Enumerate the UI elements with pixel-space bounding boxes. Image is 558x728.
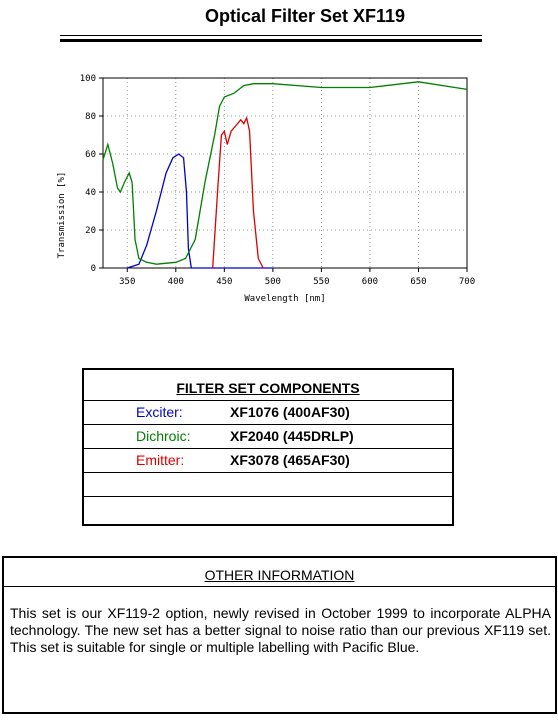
- x-tick-label: 350: [119, 277, 135, 287]
- x-tick-label: 450: [216, 277, 232, 287]
- components-title: FILTER SET COMPONENTS: [84, 370, 452, 401]
- x-axis-label: Wavelength [nm]: [244, 294, 325, 304]
- y-tick-label: 20: [85, 226, 96, 236]
- row: Emitter: XF3078 (465AF30): [84, 449, 452, 473]
- component-name: Emitter:: [136, 452, 185, 468]
- y-tick-label: 60: [85, 150, 96, 160]
- chart: Transmission [%] Wavelength [nm] 0 20 40 60…: [57, 74, 475, 304]
- series-line: [102, 81, 468, 265]
- x-tick-label: 500: [265, 277, 281, 287]
- row: Dichroic: XF2040 (445DRLP): [84, 425, 452, 449]
- y-tick-label: 40: [85, 188, 96, 198]
- info-title: OTHER INFORMATION: [4, 558, 555, 587]
- y-tick-label: 100: [80, 74, 96, 84]
- x-tick-label: 400: [168, 277, 184, 287]
- info-box: OTHER INFORMATION This set is our XF119-…: [2, 556, 557, 714]
- component-part: XF1076 (400AF30): [230, 404, 350, 420]
- x-tick-label: 700: [459, 277, 475, 287]
- components-table: FILTER SET COMPONENTS Exciter: XF1076 (40…: [82, 368, 454, 526]
- x-tick-label: 550: [313, 277, 329, 287]
- row: [84, 473, 452, 497]
- plot-frame: [102, 77, 468, 269]
- y-tick-label: 80: [85, 112, 96, 122]
- title-rule: [60, 35, 482, 42]
- component-part: XF2040 (445DRLP): [230, 428, 354, 444]
- component-name: Exciter:: [136, 404, 183, 420]
- y-tick-label: 0: [91, 264, 96, 274]
- x-tick-label: 600: [362, 277, 378, 287]
- page-title: Optical Filter Set XF119: [204, 6, 406, 26]
- info-text: This set is our XF119-2 option, newly re…: [10, 605, 551, 655]
- y-axis-label: Transmission [%]: [57, 172, 67, 259]
- series-line: [212, 115, 264, 269]
- row: [84, 497, 452, 520]
- x-tick-label: 650: [410, 277, 426, 287]
- component-name: Dichroic:: [136, 428, 191, 444]
- component-part: XF3078 (465AF30): [230, 452, 350, 468]
- row: Exciter: XF1076 (400AF30): [84, 401, 452, 425]
